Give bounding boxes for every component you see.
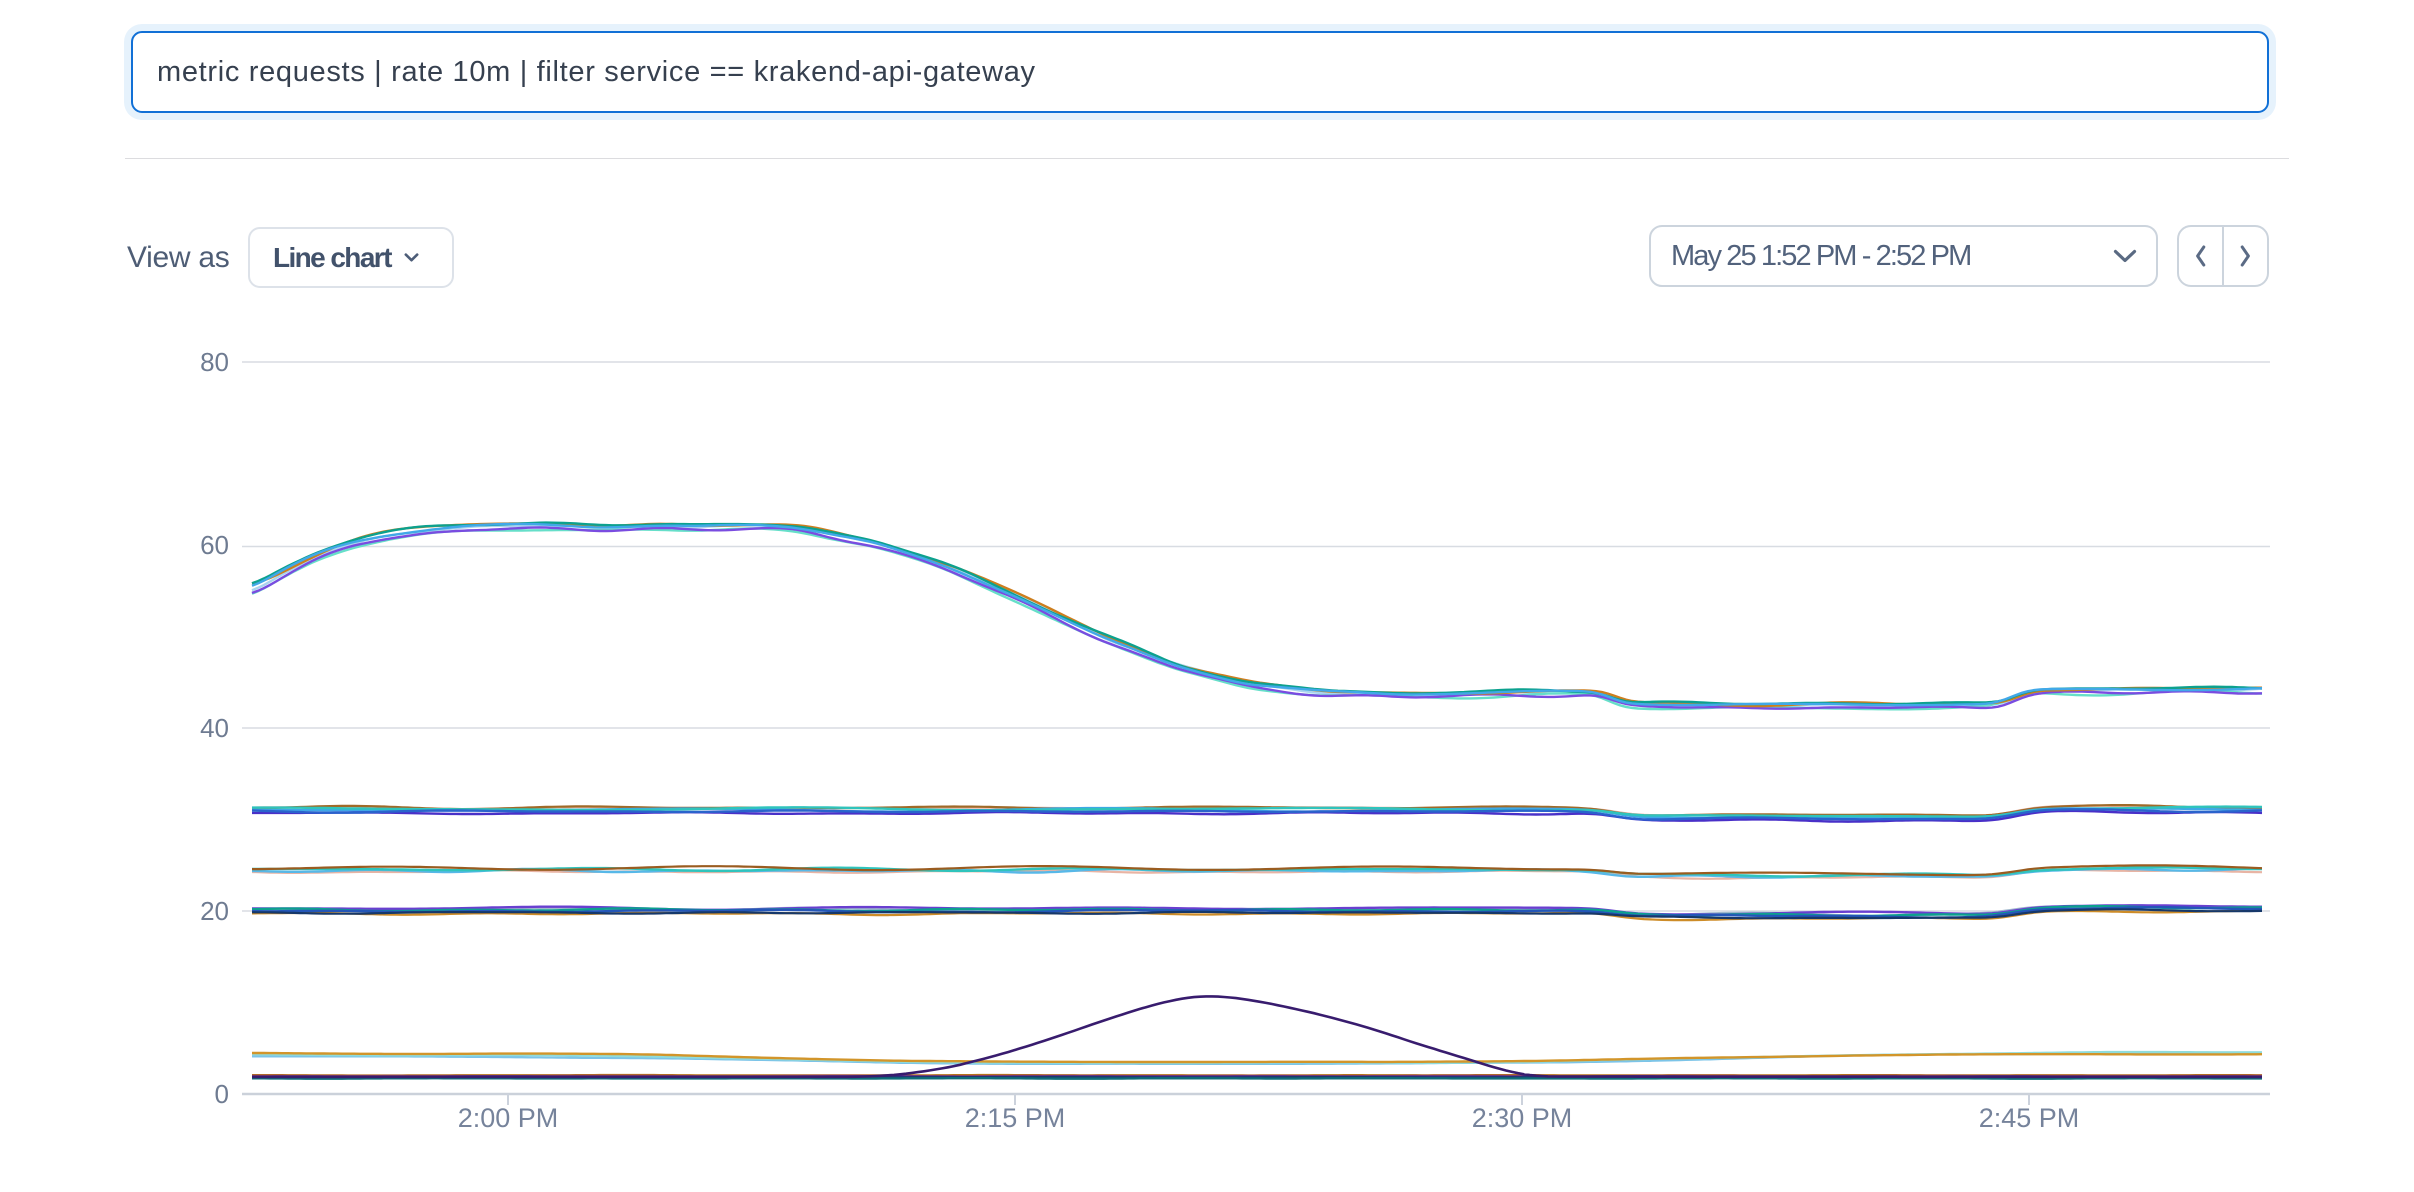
svg-text:2:15 PM: 2:15 PM: [965, 1103, 1066, 1133]
svg-text:2:30 PM: 2:30 PM: [1472, 1103, 1573, 1133]
svg-text:40: 40: [200, 713, 229, 743]
svg-text:80: 80: [200, 347, 229, 377]
svg-text:0: 0: [215, 1079, 229, 1109]
svg-text:2:45 PM: 2:45 PM: [1979, 1103, 2080, 1133]
svg-text:60: 60: [200, 530, 229, 560]
svg-text:2:00 PM: 2:00 PM: [458, 1103, 559, 1133]
svg-text:20: 20: [200, 896, 229, 926]
